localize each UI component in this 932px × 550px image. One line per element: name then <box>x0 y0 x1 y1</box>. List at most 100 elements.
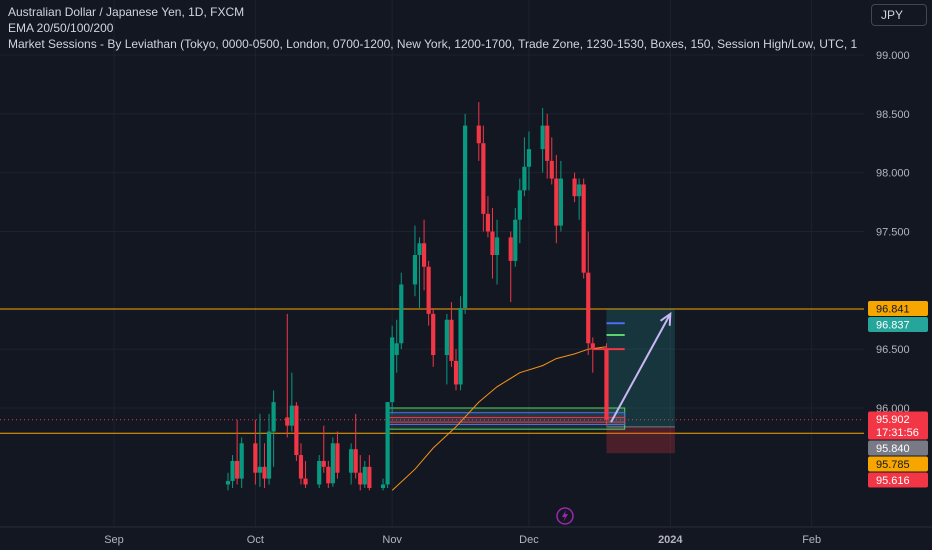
candle <box>239 437 244 489</box>
candle <box>426 260 431 326</box>
candle-body <box>554 178 559 226</box>
price-tag-label: 95.785 <box>876 459 910 471</box>
candle <box>266 413 272 485</box>
candle <box>490 207 495 279</box>
candle-body <box>399 284 404 344</box>
price-tag-countdown: 17:31:56 <box>876 427 919 439</box>
time-axis: Sep Oct Nov Dec 2024 Feb <box>0 526 932 550</box>
price-tag-bg <box>868 456 928 472</box>
candle-body <box>367 466 372 489</box>
candle-body <box>362 466 367 485</box>
price-tag: 95.785 <box>868 456 928 472</box>
price-tag-bg <box>868 317 928 333</box>
candle <box>225 472 231 491</box>
ema-line <box>391 346 607 491</box>
candle-body <box>431 313 436 356</box>
candle-body <box>262 466 267 479</box>
candle-body <box>586 272 591 344</box>
candle <box>494 219 500 285</box>
candle-body <box>604 349 609 420</box>
price-tick-label: 96.500 <box>876 344 910 356</box>
price-tag-label: 95.616 <box>876 475 910 487</box>
candle <box>303 460 308 489</box>
price-tag-bg <box>868 440 928 456</box>
candle-body <box>513 219 518 261</box>
candle <box>586 231 591 356</box>
candle <box>253 419 258 485</box>
candle-body <box>453 360 459 385</box>
candle <box>390 325 395 414</box>
candle-body <box>526 149 532 167</box>
candle-body <box>385 402 390 485</box>
candle <box>517 178 522 244</box>
candle <box>271 390 276 467</box>
candle-body <box>522 166 527 191</box>
time-tick-label: Sep <box>104 534 124 546</box>
position-tool[interactable] <box>606 309 675 454</box>
time-tick-label: Dec <box>519 534 539 546</box>
candle <box>412 225 418 297</box>
price-tag: 95.840 <box>868 440 928 456</box>
candle-body <box>235 460 240 479</box>
market-sessions-indicator-label[interactable]: Market Sessions - By Leviathan (Tokyo, 0… <box>8 37 858 51</box>
candle-body <box>321 460 326 467</box>
price-tick-label: 97.500 <box>876 227 910 239</box>
candle <box>362 460 367 489</box>
candle-body <box>426 266 431 314</box>
candle-body <box>358 472 363 485</box>
candle <box>349 443 354 485</box>
candle <box>235 419 240 485</box>
candle <box>604 343 609 426</box>
candle <box>367 455 372 491</box>
candle <box>549 137 554 185</box>
candle <box>294 402 299 461</box>
candle-body <box>540 125 545 150</box>
trend-arrow[interactable] <box>610 311 672 423</box>
candle-body <box>485 213 491 232</box>
symbol-title[interactable]: Australian Dollar / Japanese Yen, 1D, FX… <box>8 5 245 19</box>
price-tick-label: 99.000 <box>876 50 910 62</box>
candle-body <box>289 405 294 426</box>
candle <box>545 113 550 179</box>
candle <box>540 107 545 173</box>
candle <box>399 272 404 350</box>
candle-body <box>581 184 586 273</box>
ema-indicator-label[interactable]: EMA 20/50/100/200 <box>8 21 114 35</box>
candle <box>385 402 390 489</box>
candle-body <box>380 484 386 489</box>
candle-body <box>481 143 486 214</box>
candle-body <box>558 178 563 226</box>
candle <box>558 160 563 232</box>
candle <box>230 455 235 489</box>
price-tag-label: 96.841 <box>876 304 910 316</box>
candle-body <box>444 319 449 356</box>
price-tick-label: 98.000 <box>876 168 910 180</box>
price-tag-bg <box>868 472 928 488</box>
candle <box>353 413 358 479</box>
candle-body <box>335 443 340 473</box>
price-tag: 96.841 <box>868 301 928 317</box>
candle <box>508 231 513 303</box>
candle-body <box>266 431 272 479</box>
currency-button[interactable]: JPY <box>871 4 927 26</box>
candle-body <box>545 125 550 161</box>
candle <box>476 102 481 161</box>
grid <box>0 0 864 527</box>
candle-body <box>294 405 299 456</box>
lightning-icon[interactable] <box>556 507 574 525</box>
candle <box>431 307 436 367</box>
candle <box>513 207 518 267</box>
candle <box>317 455 322 489</box>
candle <box>417 237 422 308</box>
loss-zone <box>606 426 675 454</box>
price-tag-label: 95.840 <box>876 443 910 455</box>
candle-body <box>257 466 263 473</box>
candle-body <box>390 337 395 403</box>
candle-body <box>225 480 231 485</box>
candle-body <box>508 237 513 261</box>
candle-body <box>458 307 463 385</box>
price-tag: 95.616 <box>868 472 928 488</box>
candle-body <box>239 443 244 479</box>
